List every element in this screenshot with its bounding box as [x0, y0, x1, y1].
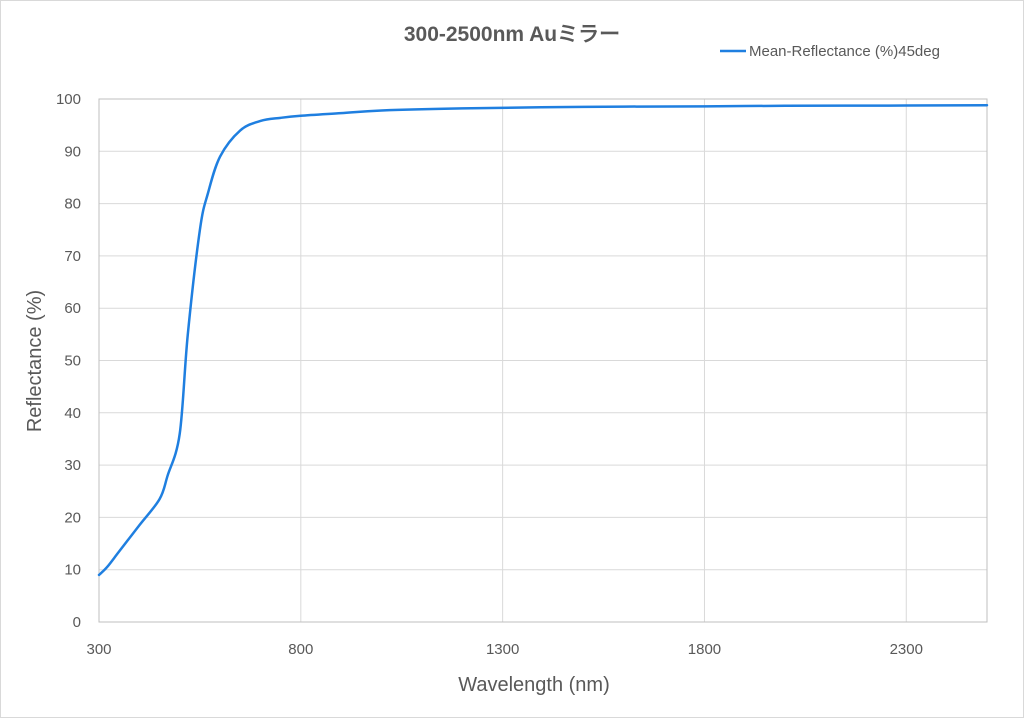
x-axis-label: Wavelength (nm)	[458, 674, 610, 696]
y-tick-label: 60	[64, 300, 81, 317]
series-line	[97, 104, 989, 577]
chart-title: 300-2500nm Auミラー	[404, 23, 620, 46]
y-tick-label: 50	[64, 353, 81, 370]
horizontal-gridlines	[99, 98, 987, 623]
x-tick-label: 1300	[486, 641, 519, 658]
y-tick-label: 100	[56, 91, 81, 108]
x-tick-label: 2300	[890, 641, 923, 658]
y-tick-label: 10	[64, 562, 81, 579]
plot-area-border	[98, 98, 988, 623]
y-tick-label: 40	[64, 405, 81, 422]
y-axis-label: Reflectance (%)	[24, 290, 46, 432]
y-tick-label: 80	[64, 196, 81, 213]
y-tick-label: 90	[64, 143, 81, 160]
y-tick-label: 20	[64, 509, 81, 526]
y-tick-label: 70	[64, 248, 81, 265]
y-tick-labels: 0 10 20 30 40 50 60 70 80 90 100	[56, 91, 81, 631]
y-tick-label: 0	[73, 614, 81, 631]
legend: Mean-Reflectance (%)45deg	[720, 43, 940, 60]
legend-entry-label: Mean-Reflectance (%)45deg	[749, 43, 940, 60]
x-tick-labels: 300 800 1300 1800 2300	[86, 641, 922, 658]
x-tick-label: 800	[288, 641, 313, 658]
x-tick-label: 300	[86, 641, 111, 658]
x-tick-label: 1800	[688, 641, 721, 658]
y-tick-label: 30	[64, 457, 81, 474]
series-layer	[97, 104, 989, 577]
